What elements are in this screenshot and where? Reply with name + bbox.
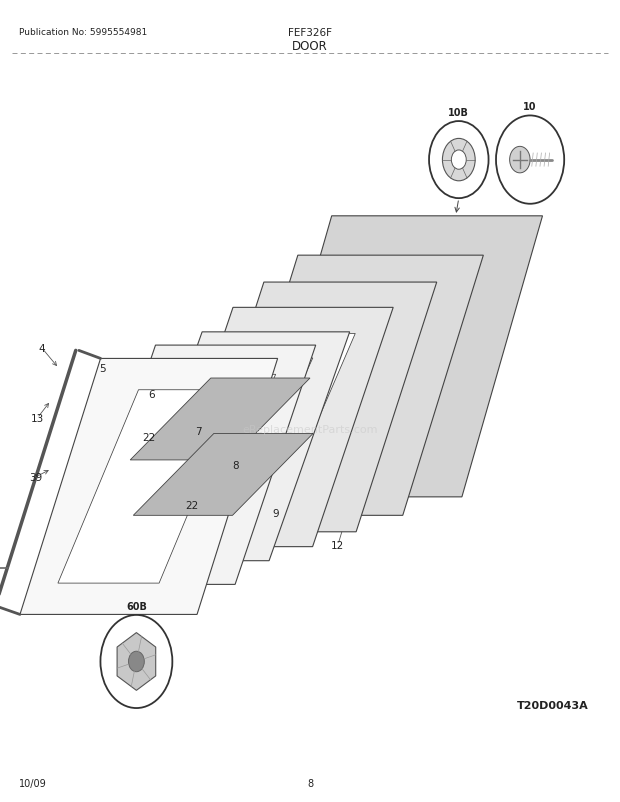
Text: 8: 8 bbox=[232, 460, 239, 470]
Text: 6: 6 bbox=[149, 390, 155, 399]
Polygon shape bbox=[75, 346, 316, 585]
Text: 10B: 10B bbox=[448, 108, 469, 118]
Polygon shape bbox=[58, 391, 240, 583]
Polygon shape bbox=[190, 334, 355, 521]
Circle shape bbox=[128, 651, 144, 672]
Text: 4: 4 bbox=[39, 344, 45, 354]
Polygon shape bbox=[251, 217, 542, 497]
Polygon shape bbox=[130, 379, 310, 460]
Polygon shape bbox=[159, 358, 312, 535]
Polygon shape bbox=[117, 633, 156, 691]
Polygon shape bbox=[133, 434, 313, 516]
Circle shape bbox=[429, 122, 489, 199]
Text: 12: 12 bbox=[331, 541, 345, 550]
Text: T20D0043A: T20D0043A bbox=[517, 700, 589, 710]
Circle shape bbox=[496, 116, 564, 205]
Polygon shape bbox=[184, 283, 436, 533]
Circle shape bbox=[510, 147, 530, 173]
Text: 22: 22 bbox=[185, 500, 199, 510]
Polygon shape bbox=[20, 359, 278, 614]
Polygon shape bbox=[217, 256, 484, 516]
Text: 22: 22 bbox=[142, 432, 156, 442]
Circle shape bbox=[100, 615, 172, 708]
Text: 39: 39 bbox=[29, 472, 43, 482]
Polygon shape bbox=[122, 332, 350, 561]
Polygon shape bbox=[153, 308, 393, 547]
Text: Publication No: 5995554981: Publication No: 5995554981 bbox=[19, 28, 147, 37]
Circle shape bbox=[451, 151, 466, 170]
Text: 9: 9 bbox=[273, 508, 279, 518]
Text: 13: 13 bbox=[30, 414, 44, 423]
Text: eReplacementParts.com: eReplacementParts.com bbox=[242, 424, 378, 434]
Text: 8: 8 bbox=[307, 778, 313, 788]
Text: FEF326F: FEF326F bbox=[288, 28, 332, 38]
Text: 5: 5 bbox=[99, 364, 105, 374]
Text: 60B: 60B bbox=[126, 602, 147, 611]
Polygon shape bbox=[115, 375, 276, 556]
Text: DOOR: DOOR bbox=[292, 40, 328, 53]
Circle shape bbox=[443, 140, 475, 181]
Text: 10: 10 bbox=[523, 103, 537, 112]
Text: 7: 7 bbox=[195, 427, 202, 436]
Text: 10/09: 10/09 bbox=[19, 778, 46, 788]
